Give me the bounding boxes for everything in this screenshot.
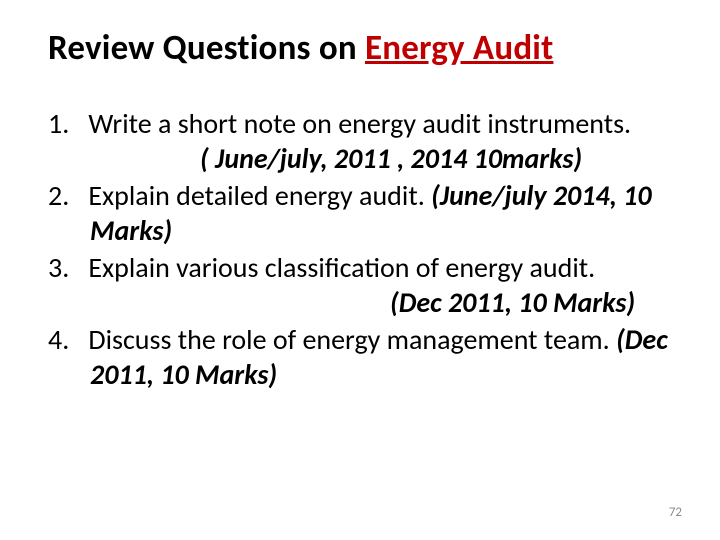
page-number: 72 bbox=[669, 505, 682, 520]
question-meta: ( June/july, 2011 , 2014 10marks) bbox=[200, 141, 582, 176]
list-item: Write a short note on energy audit instr… bbox=[48, 106, 680, 176]
title-highlight-text: Energy Audit bbox=[365, 27, 554, 69]
question-text: Discuss the role of energy management te… bbox=[88, 322, 616, 357]
questions-list: Write a short note on energy audit instr… bbox=[48, 106, 680, 392]
question-text: Write a short note on energy audit instr… bbox=[88, 106, 631, 141]
title-main-text: Review Questions on bbox=[48, 27, 365, 69]
list-item: Discuss the role of energy management te… bbox=[48, 322, 680, 392]
list-item: Explain detailed energy audit. (June/jul… bbox=[48, 178, 680, 248]
question-meta: (Dec 2011, 10 Marks) bbox=[390, 285, 635, 320]
list-item: Explain various classification of energy… bbox=[48, 250, 680, 320]
slide-title: Review Questions on Energy Audit bbox=[48, 28, 680, 68]
question-text: Explain various classification of energy… bbox=[88, 250, 595, 285]
question-text: Explain detailed energy audit. bbox=[88, 178, 431, 213]
